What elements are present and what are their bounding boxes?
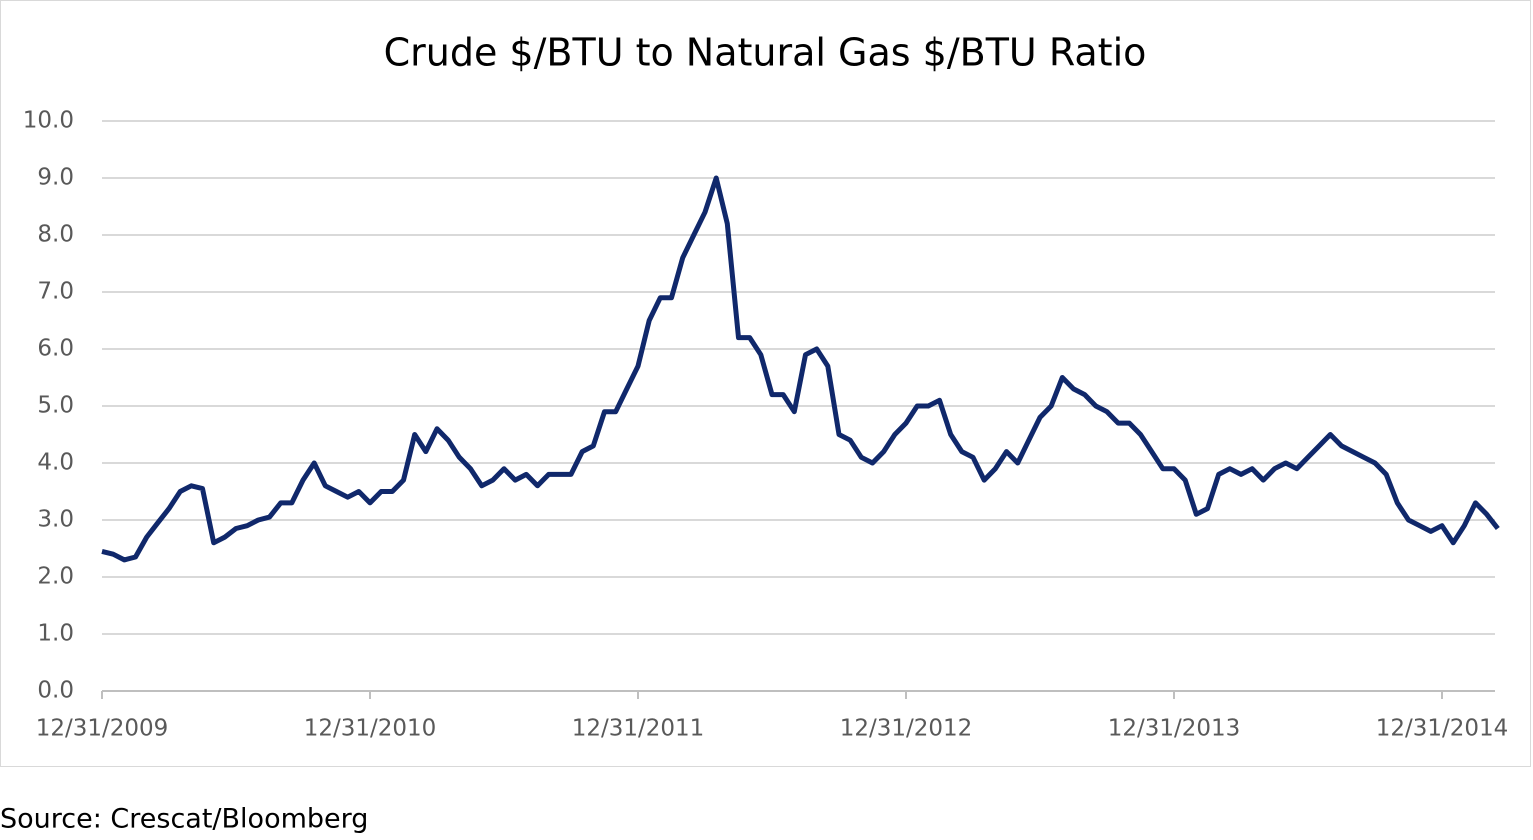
y-tick-label: 7.0 bbox=[37, 279, 74, 305]
data-line bbox=[101, 175, 1500, 563]
x-tick-label: 12/31/2009 bbox=[36, 716, 169, 742]
x-tick-label: 12/31/2012 bbox=[840, 716, 973, 742]
x-tick-label: 12/31/2014 bbox=[1376, 716, 1509, 742]
chart-frame bbox=[0, 0, 1531, 767]
y-tick-label: 1.0 bbox=[37, 621, 74, 647]
y-tick-label: 0.0 bbox=[37, 678, 74, 704]
y-tick-label: 3.0 bbox=[37, 507, 74, 533]
x-tick-label: 12/31/2010 bbox=[304, 716, 437, 742]
source-note: Source: Crescat/Bloomberg bbox=[0, 804, 368, 835]
y-tick-label: 5.0 bbox=[37, 393, 74, 419]
chart-title: Crude $/BTU to Natural Gas $/BTU Ratio bbox=[384, 31, 1147, 75]
x-tick-label: 12/31/2011 bbox=[572, 716, 705, 742]
y-tick-label: 6.0 bbox=[37, 336, 74, 362]
y-tick-label: 9.0 bbox=[37, 165, 74, 191]
y-tick-label: 10.0 bbox=[23, 108, 74, 134]
x-tick-label: 12/31/2013 bbox=[1108, 716, 1241, 742]
y-tick-label: 2.0 bbox=[37, 564, 74, 590]
y-tick-label: 8.0 bbox=[37, 222, 74, 248]
y-tick-label: 4.0 bbox=[37, 450, 74, 476]
